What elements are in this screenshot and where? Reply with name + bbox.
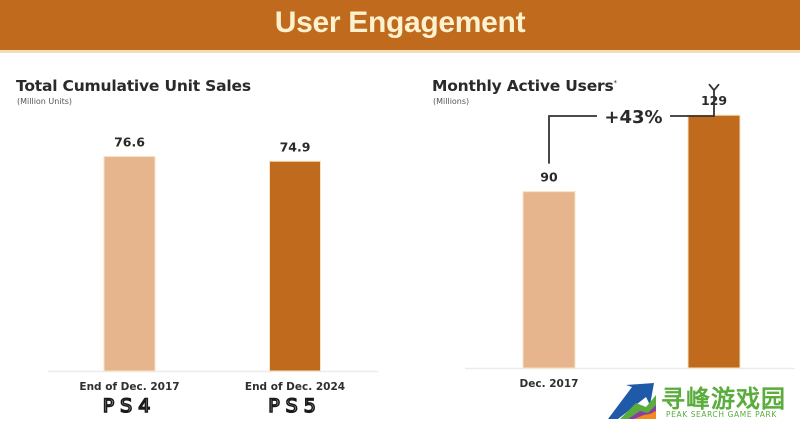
bar-0 [103,156,156,372]
arrow-down-icon [708,83,720,92]
watermark-name-cn: 寻峰游戏园 [661,385,786,413]
watermark: 寻峰游戏园 PEAK SEARCH GAME PARK [606,379,800,424]
left-chart-subtitle: (Million Units) [17,97,72,106]
bar-1 [269,160,321,372]
value-label: 90 [540,170,558,185]
left-chart: 76.6 End of Dec. 2017 PS4 74.9 End of Dec. 2… [48,135,378,418]
growth-label: +43% [604,107,662,128]
header-divider [0,50,800,53]
category-label: End of Dec. 2024 [245,381,345,393]
bracket-right-line [670,90,715,117]
left-chart-title: Total Cumulative Unit Sales [16,77,251,95]
footnote-marker: * [613,78,617,87]
category-label: End of Dec. 2017 [79,381,179,393]
value-label: 76.6 [114,135,145,150]
growth-annotation: +43% [548,83,720,164]
header-band [0,0,800,50]
bracket-left-line [548,115,597,164]
console-logo: PS4 [103,395,157,417]
bar-0 [522,191,576,369]
right-chart-subtitle: (Millions) [433,97,470,106]
category-label: Dec. 2017 [520,378,579,390]
value-label: 74.9 [280,139,311,154]
bar-1 [687,114,741,369]
page-title: User Engagement [274,6,526,39]
right-chart-title: Monthly Active Users* [432,77,617,95]
watermark-logo-icon [608,383,656,419]
console-logo: PS5 [268,395,322,417]
right-chart-title-text: Monthly Active Users [432,77,614,95]
watermark-name-en: PEAK SEARCH GAME PARK [666,410,777,419]
